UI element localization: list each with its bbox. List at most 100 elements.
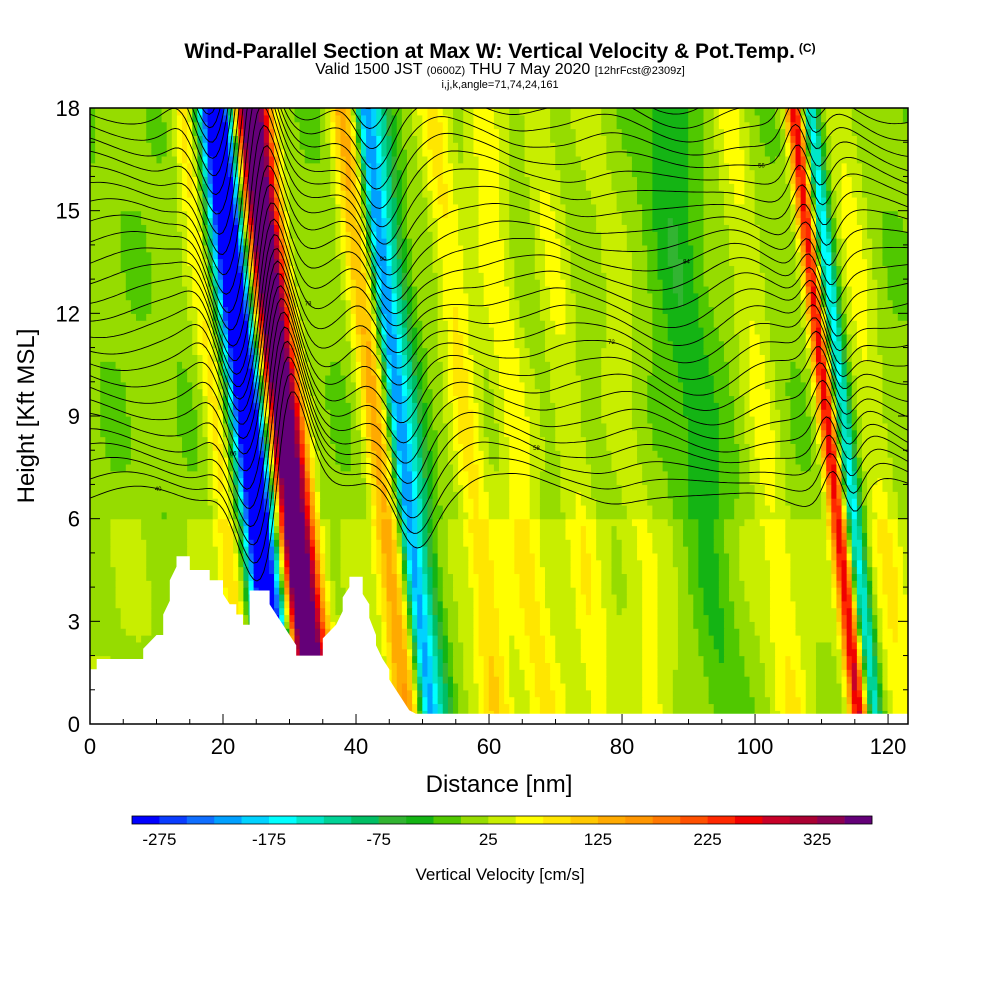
velocity-cell <box>391 429 398 438</box>
velocity-cell <box>253 320 260 328</box>
velocity-cell <box>749 395 771 403</box>
velocity-cell <box>708 368 730 376</box>
velocity-cell <box>463 457 475 465</box>
velocity-cell <box>100 374 122 383</box>
velocity-cell <box>279 607 285 616</box>
velocity-cell <box>396 682 403 691</box>
velocity-cell <box>90 525 112 533</box>
velocity-cell <box>836 546 843 554</box>
velocity-cell <box>90 231 122 239</box>
velocity-cell <box>376 518 383 527</box>
velocity-cell <box>100 402 127 410</box>
velocity-cell <box>846 648 858 657</box>
velocity-cell <box>427 402 434 410</box>
velocity-cell <box>775 443 781 451</box>
velocity-cell <box>856 682 863 691</box>
velocity-cell <box>366 340 372 349</box>
velocity-cell <box>284 313 290 321</box>
velocity-cell <box>826 368 832 376</box>
velocity-cell <box>294 402 301 410</box>
velocity-cell <box>545 238 561 246</box>
velocity-cell <box>529 491 541 499</box>
velocity-cell <box>452 347 464 355</box>
velocity-cell <box>401 696 408 705</box>
velocity-cell <box>320 470 362 479</box>
velocity-cell <box>320 511 367 520</box>
velocity-cell <box>442 374 449 383</box>
velocity-cell <box>493 347 521 355</box>
velocity-cell <box>289 566 311 575</box>
velocity-cell <box>836 320 843 328</box>
velocity-cell <box>325 381 347 390</box>
velocity-cell <box>575 333 607 342</box>
velocity-cell <box>867 593 873 602</box>
velocity-cell <box>401 347 408 355</box>
velocity-cell <box>396 292 403 301</box>
velocity-cell <box>529 354 546 362</box>
velocity-cell <box>376 511 393 520</box>
velocity-cell <box>268 463 275 472</box>
velocity-cell <box>744 518 761 527</box>
velocity-cell <box>197 361 204 369</box>
velocity-cell <box>105 436 132 444</box>
velocity-cell <box>406 587 413 595</box>
velocity-cell <box>580 628 607 636</box>
velocity-cell <box>509 491 531 499</box>
velocity-cell <box>851 621 858 629</box>
velocity-cell <box>606 299 633 308</box>
velocity-cell <box>785 655 792 663</box>
velocity-cell <box>867 689 873 698</box>
velocity-cell <box>810 463 822 472</box>
velocity-cell <box>136 313 147 321</box>
velocity-cell <box>202 327 209 335</box>
velocity-cell <box>846 662 853 670</box>
velocity-cell <box>534 559 541 568</box>
velocity-cell <box>657 635 679 643</box>
velocity-cell <box>611 559 623 568</box>
velocity-cell <box>534 676 551 684</box>
velocity-cell <box>176 422 198 431</box>
velocity-cell <box>222 347 229 355</box>
velocity-cell <box>355 279 367 287</box>
velocity-cell <box>222 539 234 547</box>
velocity-cell <box>831 244 838 253</box>
velocity-cell <box>381 429 388 438</box>
velocity-cell <box>217 504 229 513</box>
velocity-cell <box>621 539 638 547</box>
velocity-cell <box>350 416 357 424</box>
velocity-cell <box>110 552 147 561</box>
velocity-cell <box>350 422 357 431</box>
velocity-cell <box>739 381 751 390</box>
velocity-cell <box>427 381 444 390</box>
velocity-cell <box>775 498 786 506</box>
velocity-cell <box>263 320 285 328</box>
velocity-cell <box>197 306 209 314</box>
velocity-cell <box>197 224 204 232</box>
velocity-cell <box>729 388 740 397</box>
velocity-cell <box>836 511 843 520</box>
velocity-cell <box>314 628 321 636</box>
velocity-cell <box>432 607 439 616</box>
velocity-cell <box>897 621 908 629</box>
velocity-cell <box>519 655 531 663</box>
velocity-cell <box>642 477 669 486</box>
velocity-cell <box>406 327 413 335</box>
velocity-cell <box>892 689 908 698</box>
velocity-cell <box>345 285 352 294</box>
velocity-cell <box>810 327 817 335</box>
velocity-cell <box>202 244 209 253</box>
velocity-cell <box>427 498 434 506</box>
velocity-cell <box>120 374 178 383</box>
velocity-cell <box>580 573 592 581</box>
velocity-cell <box>371 347 377 355</box>
velocity-cell <box>872 566 878 575</box>
velocity-cell <box>350 402 357 410</box>
velocity-cell <box>734 498 756 506</box>
velocity-cell <box>826 422 832 431</box>
velocity-cell <box>432 258 444 267</box>
velocity-cell <box>391 470 398 479</box>
velocity-cell <box>442 621 449 629</box>
velocity-cell <box>146 231 183 239</box>
velocity-cell <box>856 655 863 663</box>
velocity-cell <box>877 313 899 321</box>
